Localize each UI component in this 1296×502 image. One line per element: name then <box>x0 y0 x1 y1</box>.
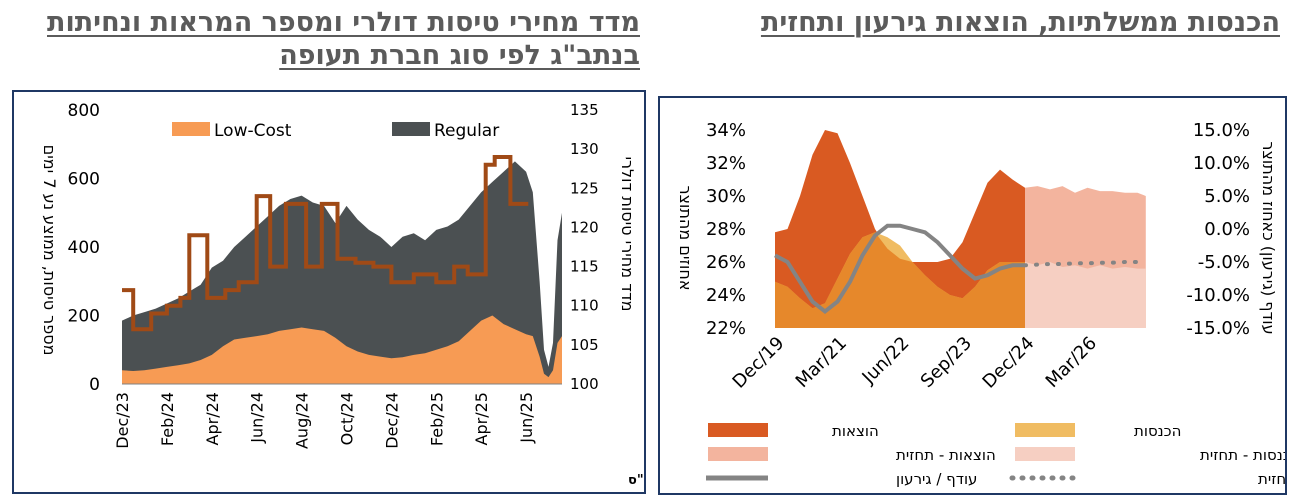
x-tick-label: Feb/24 <box>158 392 177 446</box>
price-index-line <box>122 155 529 332</box>
right-y-tick-label: 110 <box>570 297 599 315</box>
left-y-tick-label: 600 <box>68 170 100 190</box>
fiscal-chart-panel: 22% 24% 26% 28% 30% 32% 34% -15.0% -10.0% -5.0% 0.… <box>658 96 1296 495</box>
flights-chart-panel: 0 200 400 600 800 100 105 110 115 120 125 130 135 Dec… <box>12 90 870 494</box>
right-y-tick-label: 105 <box>570 336 599 354</box>
right-y-tick-label: 125 <box>570 179 599 197</box>
legend-swatch-expenses <box>708 423 768 437</box>
x-tick-label: Dec/24 <box>979 333 1039 393</box>
x-tick-label: Dec/19 <box>729 333 789 393</box>
regular-flights-area <box>122 161 562 384</box>
right-y-tick-label: 0.0% <box>1204 219 1250 240</box>
left-y-tick-label: 34% <box>706 120 746 141</box>
right-y-tick-label: 100 <box>570 375 599 393</box>
right-y-tick-label: 115 <box>570 258 599 276</box>
legend-label-deficit-forecast: עודף / גירעון - תחזית <box>1258 470 1285 488</box>
left-y-tick-label: 200 <box>68 307 100 327</box>
left-y-tick-label: 400 <box>68 238 100 258</box>
x-tick-label: Mar/21 <box>792 333 851 392</box>
x-tick-label: Jun/24 <box>248 392 267 444</box>
left-y-tick-label: 800 <box>68 101 100 121</box>
legend-swatch-revenues <box>1015 423 1075 437</box>
left-axis-title: מספר טיסות, ממוצע נע 7 ימים <box>40 145 59 356</box>
right-y-tick-label: -15.0% <box>1186 318 1250 339</box>
revenues-forecast-area <box>1025 262 1146 328</box>
lowcost-flights-area <box>122 315 562 384</box>
x-tick-label: Mar/26 <box>1042 333 1101 392</box>
left-y-tick-label: 0 <box>89 375 100 395</box>
legend-swatch-revenues-forecast <box>1015 447 1075 461</box>
x-tick-label: Dec/23 <box>113 392 132 449</box>
legend-label-lowcost: Low-Cost <box>214 121 292 141</box>
left-y-tick-label: 24% <box>706 285 746 306</box>
legend-label-deficit: עודף / גירעון <box>896 470 977 488</box>
left-y-tick-label: 28% <box>706 219 746 240</box>
right-y-tick-label: 10.0% <box>1193 153 1250 174</box>
deficit-line <box>774 223 1025 315</box>
x-tick-label: Jun/25 <box>517 392 536 444</box>
x-tick-label: Feb/25 <box>427 392 446 446</box>
x-tick-label: Aug/24 <box>293 392 312 449</box>
legend-label-revenues: הכנסות <box>1134 422 1181 440</box>
right-y-tick-label: 15.0% <box>1193 120 1250 141</box>
legend-swatch-regular <box>392 122 430 136</box>
deficit-forecast-line <box>1023 259 1148 268</box>
legend-swatch-expenses-forecast <box>708 447 768 461</box>
right-y-tick-label: -5.0% <box>1198 252 1250 273</box>
x-tick-label: Apr/25 <box>472 392 491 445</box>
x-tick-label: Apr/24 <box>203 392 222 445</box>
left-y-tick-label: 32% <box>706 153 746 174</box>
x-tick-label: Oct/24 <box>337 392 356 445</box>
legend-label-expenses-forecast: הוצאות - תחזית <box>896 446 996 464</box>
x-tick-label: Dec/24 <box>382 392 401 449</box>
left-axis-title: אחוזים מהתוצר <box>676 185 695 290</box>
left-chart-title: מדד מחירי טיסות דולרי ומספר המראות ונחית… <box>47 7 640 71</box>
flights-chart: 0 200 400 600 800 100 105 110 115 120 125 130 135 Dec… <box>40 101 870 488</box>
right-y-tick-label: -10.0% <box>1186 285 1250 306</box>
legend-label-regular: Regular <box>434 121 499 141</box>
legend-swatch-lowcost <box>172 122 210 136</box>
right-chart-title: הכנסות ממשלתיות, הוצאות גירעון ותחזית <box>760 7 1280 38</box>
legend-label-expenses: הוצאות <box>832 422 879 440</box>
right-axis-title: עודף (גירעון) כאחוז מהתוצר <box>1259 141 1278 334</box>
right-y-tick-label: 135 <box>570 101 599 119</box>
legend-label-revenues-forecast: הכנסות - תחזית <box>1200 446 1285 464</box>
source-note: מקור: מאגר טיסות, data.gov.il, למ"ס <box>628 473 644 488</box>
right-y-tick-label: 5.0% <box>1204 186 1250 207</box>
fiscal-chart: 22% 24% 26% 28% 30% 32% 34% -15.0% -10.0% -5.0% 0.… <box>676 120 1296 488</box>
left-y-tick-label: 26% <box>706 252 746 273</box>
right-axis-title: מדד מחירי טיסות דולרי <box>618 156 637 311</box>
left-y-tick-label: 22% <box>706 318 746 339</box>
right-y-tick-label: 120 <box>570 218 599 236</box>
left-y-tick-label: 30% <box>706 186 746 207</box>
x-tick-label: Sep/23 <box>917 333 976 392</box>
right-y-tick-label: 130 <box>570 140 599 158</box>
x-tick-label: Jun/22 <box>858 333 914 389</box>
